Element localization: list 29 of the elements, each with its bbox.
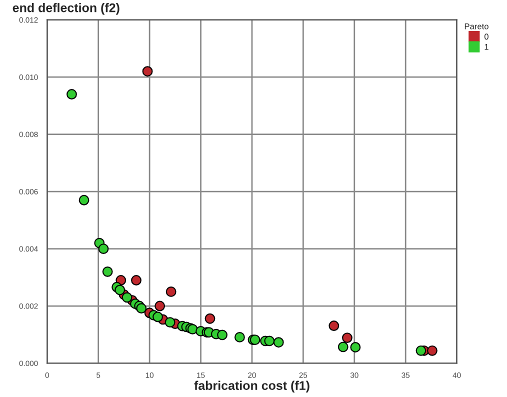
point: [136, 303, 147, 314]
point: [142, 66, 153, 77]
point: [427, 345, 438, 356]
point: [152, 312, 163, 322]
legend-title: Pareto: [464, 23, 488, 30]
point: [98, 244, 109, 254]
point: [122, 292, 132, 303]
point: [328, 320, 340, 331]
point: [131, 275, 142, 286]
point: [234, 332, 245, 342]
point: [338, 342, 348, 352]
point: [66, 89, 77, 100]
point: [416, 345, 426, 356]
point: [350, 342, 361, 352]
point: [154, 300, 166, 312]
legend-label: 0: [484, 34, 488, 40]
point: [166, 286, 176, 297]
point: [164, 317, 176, 328]
point: [114, 284, 126, 296]
legend-label: 1: [484, 44, 488, 50]
point: [102, 266, 113, 277]
point: [264, 336, 275, 346]
x-axis-title: fabrication cost (f1): [194, 380, 310, 392]
point: [78, 194, 90, 206]
y-axis-title: end deflection (f2): [12, 3, 120, 15]
point: [204, 313, 216, 324]
point: [273, 337, 284, 348]
point: [217, 330, 228, 340]
point: [342, 332, 352, 343]
